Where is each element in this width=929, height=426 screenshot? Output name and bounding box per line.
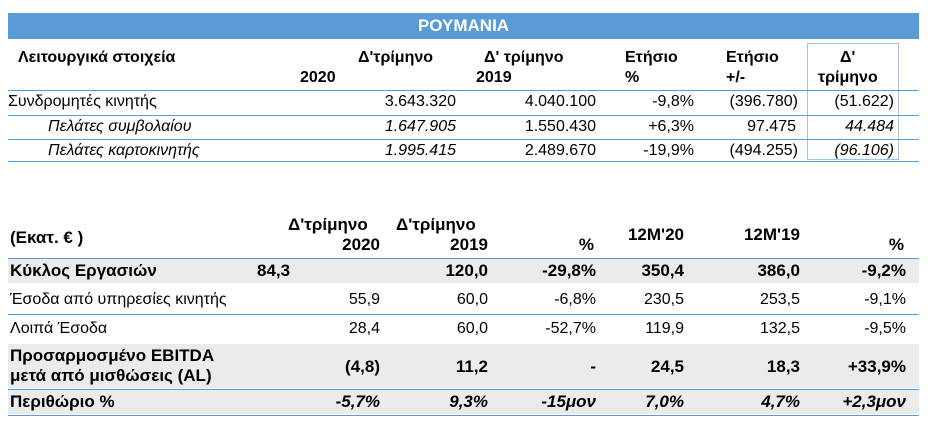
cell-yoy-pct: -19,9% xyxy=(643,142,694,159)
cell-pct: -52,7% xyxy=(545,320,596,337)
row-label: Πελάτες συμβολαίου xyxy=(48,118,192,135)
cell-12m20: 230,5 xyxy=(643,291,684,308)
cell-yoy-abs: (396.780) xyxy=(729,93,799,110)
cell-pct-annual: +2,3μον xyxy=(842,392,906,411)
header-q4-2020-line2: 2020 xyxy=(342,235,380,254)
cell-q4-2020: 28,4 xyxy=(348,320,380,337)
header-q4-2020-line2: 2020 xyxy=(300,69,336,86)
cell-pct: -29,8% xyxy=(542,261,596,280)
cell-yoy-pct: -9,8% xyxy=(652,93,694,110)
cell-q4-2020: 3.643.320 xyxy=(384,93,456,110)
cell-q4-2019: 11,2 xyxy=(455,357,488,376)
cell-12m20: 119,9 xyxy=(645,320,684,337)
header-q4-2019-line2: 2019 xyxy=(476,69,512,86)
row-label: Κύκλος Εργασιών xyxy=(10,261,157,280)
cell-q4-2020: -5,7% xyxy=(335,392,380,411)
row-label: Πελάτες καρτοκινητής xyxy=(48,142,200,159)
cell-q4-2020: (4,8) xyxy=(345,357,380,376)
cell-12m20: 7,0% xyxy=(645,392,684,411)
header-q4-line1: Δ' xyxy=(840,49,856,66)
cell-q4-2020: 1.995.415 xyxy=(384,142,456,159)
cell-pct-annual: -9,1% xyxy=(864,291,906,308)
cell-12m19: 132,5 xyxy=(759,320,800,337)
row-label-line1: Προσαρμοσμένο EBITDA xyxy=(10,346,215,365)
header-yoy-abs-line1: Ετήσιο xyxy=(726,49,779,66)
cell-12m19: 253,5 xyxy=(759,291,800,308)
header-label: (Εκατ. € ) xyxy=(10,228,84,247)
cell-pct-annual: +33,9% xyxy=(847,357,906,376)
row-label: Συνδρομητές κινητής xyxy=(8,93,157,110)
header-q4-line2: τρίμηνο xyxy=(818,69,878,86)
cell-q4-2020: 55,9 xyxy=(348,291,380,308)
cell-q4: 44.484 xyxy=(845,118,894,135)
cell-q4: (51.622) xyxy=(834,93,894,110)
cell-12m20: 350,4 xyxy=(641,261,684,280)
cell-yoy-abs: (494.255) xyxy=(729,142,799,159)
header-pct: % xyxy=(578,235,594,254)
highlight-column-box xyxy=(807,43,899,160)
cell-pct-annual: -9,2% xyxy=(861,261,906,280)
cell-q4-2019: 4.040.100 xyxy=(524,93,596,110)
header-q4-2020-line1: Δ'τρίμηνο xyxy=(358,49,434,66)
cell-q4: (96.106) xyxy=(834,142,894,159)
cell-12m19: 18,3 xyxy=(766,357,800,376)
header-yoy-abs-line2: +/- xyxy=(726,69,746,86)
cell-pct: - xyxy=(590,357,596,376)
cell-pct: -15μον xyxy=(541,392,596,411)
table-title-bar xyxy=(8,13,919,39)
header-q4-2019-line1: Δ'τρίμηνο xyxy=(396,215,476,234)
header-label: Λειτουργικά στοιχεία xyxy=(18,49,176,66)
row-label-line2: μετά από μισθώσεις (AL) xyxy=(10,366,212,385)
cell-12m20: 24,5 xyxy=(650,357,684,376)
cell-q4-2020: 1.647.905 xyxy=(384,118,456,135)
cell-q4-2019: 9,3% xyxy=(449,392,488,411)
cell-pct-annual: -9,5% xyxy=(864,320,906,337)
header-12m19: 12M'19 xyxy=(743,225,800,244)
cell-q4-2019: 2.489.670 xyxy=(524,142,596,159)
row-label: Λοιπά Έσοδα xyxy=(10,320,108,337)
cell-yoy-pct: +6,3% xyxy=(648,118,694,135)
header-yoy-pct-line2: % xyxy=(625,69,640,86)
header-pct-annual: % xyxy=(888,235,904,254)
cell-q4-2020: 84,3 xyxy=(257,261,291,280)
cell-q4-2019: 60,0 xyxy=(456,320,488,337)
row-label: Περιθώριο % xyxy=(10,392,115,411)
header-q4-2020-line1: Δ'τρίμηνο xyxy=(288,215,368,234)
header-yoy-pct-line1: Ετήσιο xyxy=(625,49,678,66)
header-12m20: 12M'20 xyxy=(627,225,684,244)
cell-yoy-abs: 97.475 xyxy=(747,118,796,135)
cell-12m19: 386,0 xyxy=(757,261,800,280)
cell-q4-2019: 1.550.430 xyxy=(524,118,596,135)
row-label: Έσοδα από υπηρεσίες κινητής xyxy=(10,291,227,308)
header-q4-2019-line2: 2019 xyxy=(450,235,488,254)
cell-12m19: 4,7% xyxy=(761,392,800,411)
cell-pct: -6,8% xyxy=(554,291,596,308)
table-title: ΡΟΥΜΑΝΙΑ xyxy=(417,16,510,35)
cell-q4-2019: 60,0 xyxy=(456,291,488,308)
header-q4-2019-line1: Δ' τρίμηνο xyxy=(484,49,564,66)
cell-q4-2019: 120,0 xyxy=(445,261,488,280)
